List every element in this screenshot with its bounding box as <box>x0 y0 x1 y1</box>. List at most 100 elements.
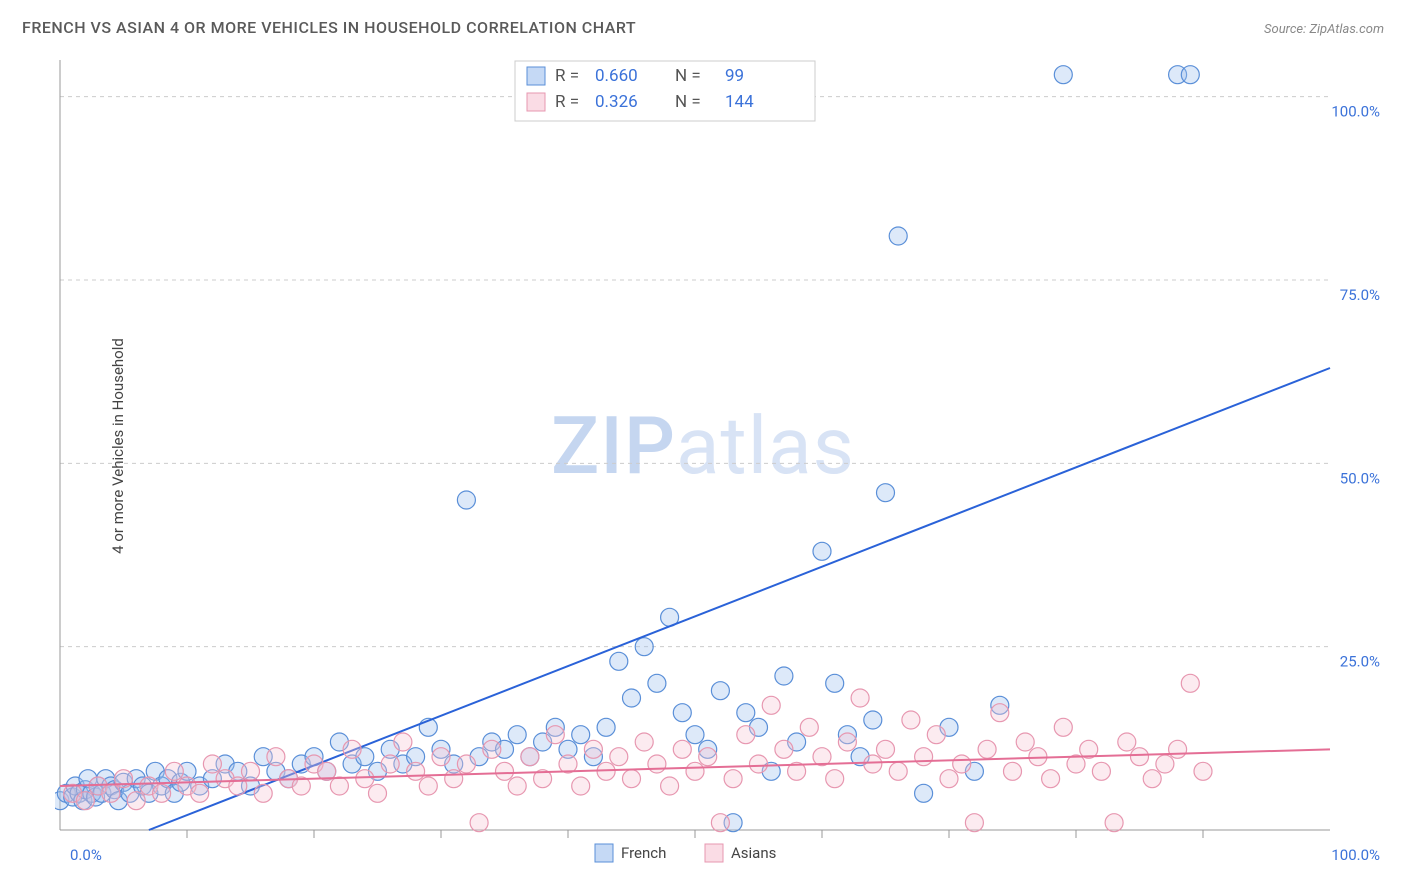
data-point <box>267 748 285 766</box>
stats-r-value: 0.326 <box>595 92 638 112</box>
data-point <box>1194 762 1212 780</box>
data-point <box>877 740 895 758</box>
data-point <box>927 726 945 744</box>
data-point <box>1004 762 1022 780</box>
chart-title: FRENCH VS ASIAN 4 OR MORE VEHICLES IN HO… <box>22 18 636 37</box>
data-point <box>394 733 412 751</box>
data-point <box>965 814 983 832</box>
data-point <box>635 638 653 656</box>
data-point <box>864 711 882 729</box>
data-point <box>991 704 1009 722</box>
data-point <box>419 777 437 795</box>
data-point <box>661 777 679 795</box>
data-point <box>508 726 526 744</box>
data-point <box>826 674 844 692</box>
data-point <box>572 777 590 795</box>
data-point <box>407 762 425 780</box>
data-point <box>330 777 348 795</box>
data-point <box>699 748 717 766</box>
data-point <box>940 770 958 788</box>
data-point <box>432 748 450 766</box>
data-point <box>648 674 666 692</box>
data-point <box>1131 748 1149 766</box>
x-tick-label: 100.0% <box>1331 846 1380 864</box>
data-point <box>915 784 933 802</box>
data-point <box>572 726 590 744</box>
scatter-chart: 25.0%50.0%75.0%100.0%0.0%100.0%R =0.660N… <box>55 55 1385 885</box>
data-point <box>521 748 539 766</box>
data-point <box>838 733 856 751</box>
legend-label: French <box>621 844 666 862</box>
data-point <box>864 755 882 773</box>
y-tick-label: 75.0% <box>1340 286 1380 304</box>
chart-area: 25.0%50.0%75.0%100.0%0.0%100.0%R =0.660N… <box>55 55 1385 835</box>
data-point <box>711 814 729 832</box>
y-tick-label: 100.0% <box>1331 103 1380 121</box>
data-point <box>813 542 831 560</box>
data-point <box>470 814 488 832</box>
data-point <box>737 704 755 722</box>
data-point <box>737 726 755 744</box>
legend-swatch <box>705 844 723 862</box>
data-point <box>686 762 704 780</box>
data-point <box>673 704 691 722</box>
data-point <box>686 726 704 744</box>
x-tick-label: 0.0% <box>70 846 102 864</box>
data-point <box>978 740 996 758</box>
y-tick-label: 25.0% <box>1340 653 1380 671</box>
legend-swatch <box>527 67 545 85</box>
data-point <box>1105 814 1123 832</box>
data-point <box>610 748 628 766</box>
data-point <box>508 777 526 795</box>
data-point <box>343 740 361 758</box>
data-point <box>127 792 145 810</box>
data-point <box>381 755 399 773</box>
legend-label: Asians <box>731 844 776 862</box>
legend-swatch <box>527 93 545 111</box>
data-point <box>877 484 895 502</box>
data-point <box>775 740 793 758</box>
data-point <box>1181 66 1199 84</box>
data-point <box>1092 762 1110 780</box>
data-point <box>1181 674 1199 692</box>
data-point <box>191 784 209 802</box>
data-point <box>457 755 475 773</box>
data-point <box>153 784 171 802</box>
data-point <box>1054 66 1072 84</box>
data-point <box>597 718 615 736</box>
data-point <box>762 696 780 714</box>
data-point <box>1156 755 1174 773</box>
stats-r-label: R = <box>555 66 579 86</box>
stats-n-value: 99 <box>725 66 744 86</box>
data-point <box>915 748 933 766</box>
data-point <box>165 762 183 780</box>
source-label: Source: ZipAtlas.com <box>1264 22 1384 37</box>
data-point <box>826 770 844 788</box>
data-point <box>242 762 260 780</box>
data-point <box>750 755 768 773</box>
data-point <box>800 718 818 736</box>
data-point <box>610 652 628 670</box>
data-point <box>1169 740 1187 758</box>
data-point <box>623 689 641 707</box>
data-point <box>673 740 691 758</box>
source-link[interactable]: ZipAtlas.com <box>1309 22 1384 37</box>
data-point <box>445 770 463 788</box>
data-point <box>356 770 374 788</box>
data-point <box>711 682 729 700</box>
data-point <box>584 740 602 758</box>
data-point <box>254 784 272 802</box>
data-point <box>889 227 907 245</box>
data-point <box>724 770 742 788</box>
data-point <box>889 762 907 780</box>
data-point <box>775 667 793 685</box>
data-point <box>953 755 971 773</box>
data-point <box>496 762 514 780</box>
data-point <box>102 784 120 802</box>
data-point <box>1016 733 1034 751</box>
trend-line <box>149 368 1330 830</box>
data-point <box>203 755 221 773</box>
stats-n-value: 144 <box>725 92 754 112</box>
data-point <box>546 726 564 744</box>
data-point <box>851 689 869 707</box>
